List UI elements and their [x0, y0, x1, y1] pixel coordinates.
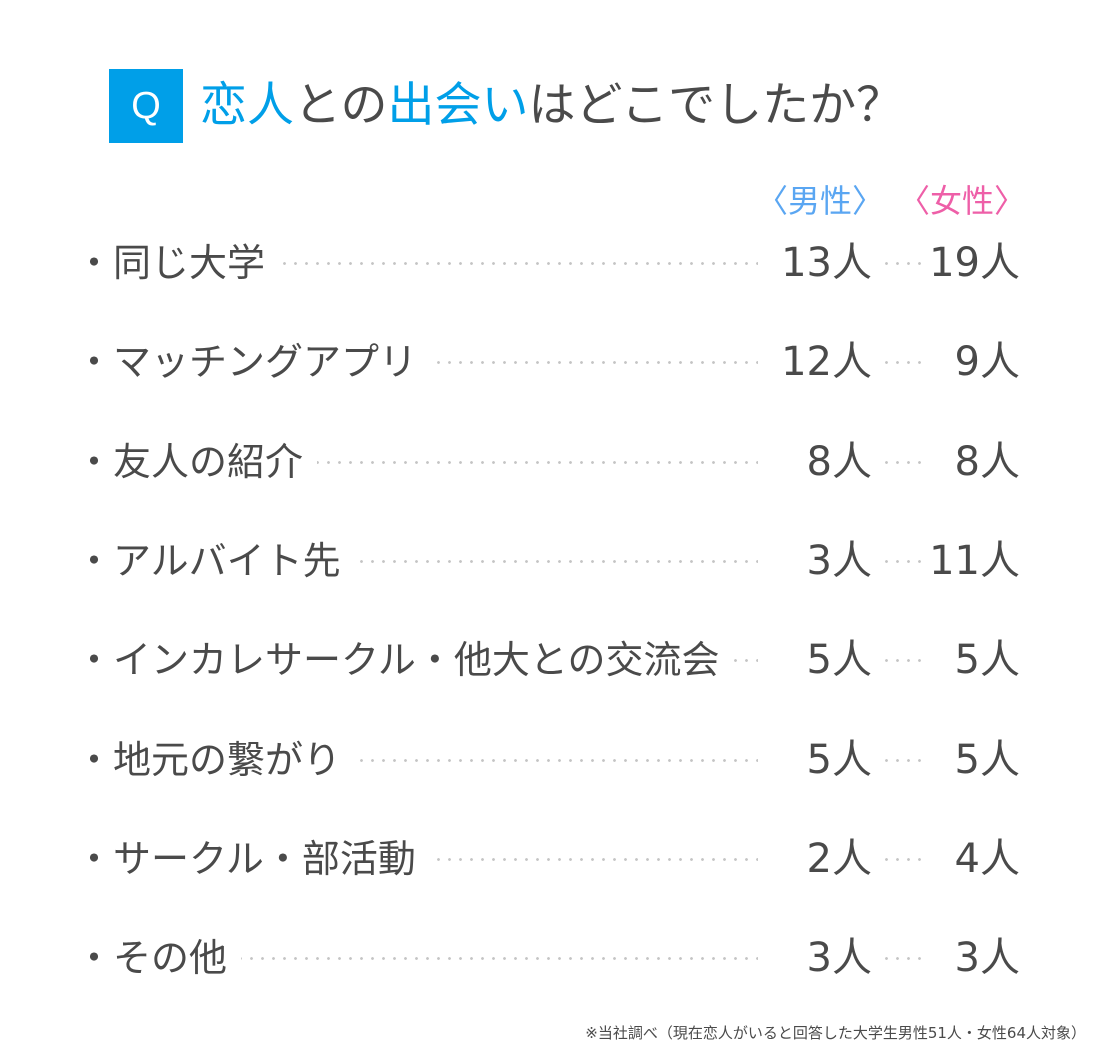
row-label: ・サークル・部活動 — [75, 827, 430, 891]
value-male: 5人 — [752, 728, 872, 792]
value-male: 5人 — [752, 628, 872, 692]
title-part: との — [294, 78, 388, 133]
dotted-leader — [881, 461, 921, 464]
value-number: 5 — [806, 737, 832, 783]
value-number: 5 — [954, 637, 980, 683]
question-badge: Q — [109, 69, 183, 143]
row-label: ・友人の紹介 — [75, 430, 318, 494]
table-row: ・同じ大学 13人 19人 — [0, 231, 1100, 295]
value-female: 9人 — [900, 330, 1020, 394]
value-male: 12人 — [752, 330, 872, 394]
table-row: ・マッチングアプリ 12人 9人 — [0, 330, 1100, 394]
value-number: 12 — [781, 339, 832, 385]
footnote: ※当社調べ（現在恋人がいると回答した大学生男性51人・女性64人対象） — [585, 1024, 1086, 1042]
value-number: 2 — [806, 836, 832, 882]
value-unit: 人 — [832, 240, 872, 286]
value-number: 3 — [806, 538, 832, 584]
dotted-leader — [881, 858, 921, 861]
value-unit: 人 — [980, 836, 1020, 882]
table-row: ・アルバイト先 3人 11人 — [0, 529, 1100, 593]
row-label: ・インカレサークル・他大との交流会 — [75, 628, 734, 692]
value-male: 13人 — [752, 231, 872, 295]
value-female: 19人 — [900, 231, 1020, 295]
value-female: 8人 — [900, 430, 1020, 494]
value-number: 3 — [954, 935, 980, 981]
value-unit: 人 — [832, 637, 872, 683]
value-unit: 人 — [832, 935, 872, 981]
value-unit: 人 — [980, 538, 1020, 584]
table-row: ・地元の繋がり 5人 5人 — [0, 728, 1100, 792]
value-unit: 人 — [980, 935, 1020, 981]
value-unit: 人 — [832, 339, 872, 385]
value-male: 2人 — [752, 827, 872, 891]
row-label: ・同じ大学 — [75, 231, 280, 295]
value-number: 8 — [954, 439, 980, 485]
dotted-leader — [180, 858, 758, 861]
value-male: 3人 — [752, 926, 872, 990]
value-female: 11人 — [900, 529, 1020, 593]
value-unit: 人 — [980, 637, 1020, 683]
dotted-leader — [881, 560, 921, 563]
title-part: はどこでしたか？ — [528, 78, 904, 133]
row-label: ・地元の繋がり — [75, 728, 356, 792]
column-header-male: 〈男性〉 — [756, 182, 885, 220]
column-header-female: 〈女性〉 — [898, 182, 1027, 220]
table-row: ・友人の紹介 8人 8人 — [0, 430, 1100, 494]
value-unit: 人 — [832, 538, 872, 584]
value-number: 8 — [806, 439, 832, 485]
row-label: ・マッチングアプリ — [75, 330, 432, 394]
dotted-leader — [180, 759, 758, 762]
dotted-leader — [180, 262, 758, 265]
value-number: 5 — [954, 737, 980, 783]
dotted-leader — [180, 560, 758, 563]
value-unit: 人 — [832, 836, 872, 882]
table-row: ・インカレサークル・他大との交流会 5人 5人 — [0, 628, 1100, 692]
value-female: 5人 — [900, 628, 1020, 692]
value-female: 5人 — [900, 728, 1020, 792]
value-number: 11 — [929, 538, 980, 584]
title-part: 出会い — [387, 78, 529, 133]
dotted-leader — [180, 361, 758, 364]
dotted-leader — [180, 461, 758, 464]
row-label: ・アルバイト先 — [75, 529, 355, 593]
value-number: 9 — [954, 339, 980, 385]
value-unit: 人 — [980, 737, 1020, 783]
value-unit: 人 — [832, 439, 872, 485]
value-unit: 人 — [980, 339, 1020, 385]
value-male: 8人 — [752, 430, 872, 494]
table-row: ・その他 3人 3人 — [0, 926, 1100, 990]
question-title: 恋人との出会いはどこでしたか？ — [200, 66, 903, 146]
dotted-leader — [881, 361, 921, 364]
dotted-leader — [881, 659, 921, 662]
value-number: 5 — [806, 637, 832, 683]
dotted-leader — [881, 957, 921, 960]
row-label: ・その他 — [75, 926, 242, 990]
value-unit: 人 — [980, 439, 1020, 485]
value-female: 3人 — [900, 926, 1020, 990]
value-number: 13 — [781, 240, 832, 286]
value-female: 4人 — [900, 827, 1020, 891]
value-number: 3 — [806, 935, 832, 981]
value-unit: 人 — [832, 737, 872, 783]
value-number: 19 — [929, 240, 980, 286]
value-male: 3人 — [752, 529, 872, 593]
value-unit: 人 — [980, 240, 1020, 286]
dotted-leader — [180, 957, 758, 960]
title-part: 恋人 — [200, 78, 294, 133]
dotted-leader — [881, 759, 921, 762]
dotted-leader — [881, 262, 921, 265]
table-row: ・サークル・部活動 2人 4人 — [0, 827, 1100, 891]
value-number: 4 — [954, 836, 980, 882]
